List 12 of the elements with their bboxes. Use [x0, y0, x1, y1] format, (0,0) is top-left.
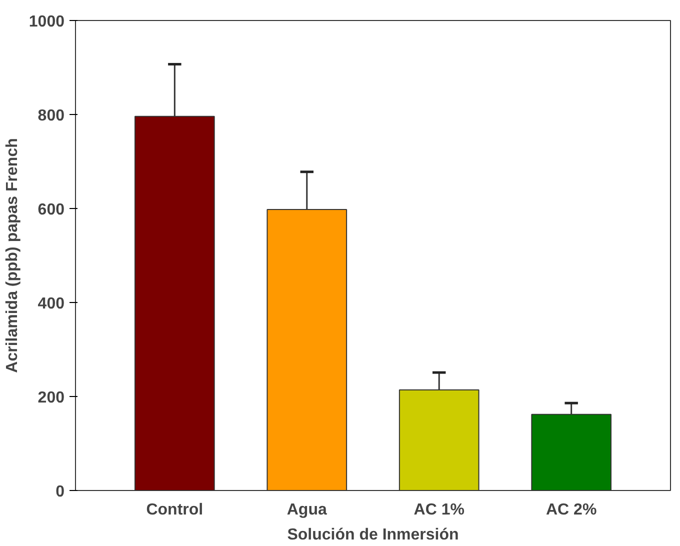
y-tick-label: 600	[38, 202, 65, 218]
y-tick-label: 1000	[28, 14, 65, 30]
x-axis-title: Solución de Inmersión	[287, 526, 459, 544]
x-tick-label: AC 1%	[414, 502, 464, 518]
x-tick-label: Control	[146, 502, 204, 518]
y-tick-label: 0	[56, 484, 65, 500]
y-tick-label: 400	[38, 296, 65, 312]
y-tick-label: 200	[38, 390, 65, 406]
y-axis-title: Acrilamida (ppb) papas French	[4, 138, 21, 373]
y-tick-label: 800	[38, 108, 65, 124]
x-tick-label: Agua	[286, 502, 327, 518]
x-tick-label: AC 2%	[546, 502, 597, 518]
